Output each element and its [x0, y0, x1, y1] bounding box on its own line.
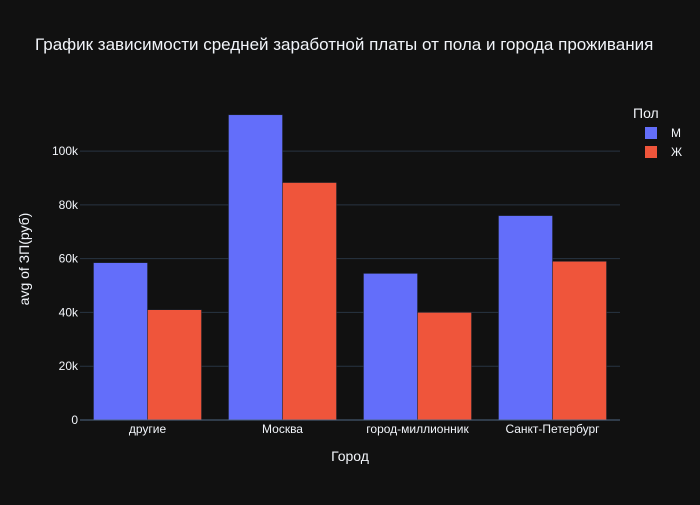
bar[interactable]: [93, 262, 148, 421]
bar[interactable]: [147, 309, 202, 421]
bar[interactable]: [228, 114, 283, 421]
y-tick-label: 40k: [59, 305, 79, 319]
x-tick-label: Санкт-Петербург: [505, 422, 600, 436]
x-axis-ticks: другие Москва город-миллионник Санкт-Петерб…: [129, 422, 600, 436]
legend-item-zh[interactable]: Ж: [645, 145, 682, 159]
y-tick-label: 100k: [52, 144, 79, 158]
y-tick-label: 60k: [59, 252, 79, 266]
bars: [80, 114, 620, 421]
x-axis-title: Город: [331, 448, 369, 464]
legend-label-m: М: [671, 126, 681, 140]
bar[interactable]: [282, 182, 337, 421]
legend-label-zh: Ж: [671, 145, 682, 159]
y-axis-title: avg of ЗП(руб): [16, 213, 32, 306]
legend-title: Пол: [633, 105, 659, 121]
y-tick-label: 0: [71, 413, 78, 427]
x-tick-label: другие: [129, 422, 167, 436]
bar[interactable]: [363, 273, 418, 421]
y-axis-ticks: 0 20k 40k 60k 80k 100k: [52, 144, 79, 427]
legend-swatch-m: [645, 127, 657, 139]
x-tick-label: город-миллионник: [366, 422, 469, 436]
legend: Пол М Ж: [633, 105, 682, 159]
y-tick-label: 80k: [59, 198, 79, 212]
x-tick-label: Москва: [262, 422, 303, 436]
y-tick-label: 20k: [59, 359, 79, 373]
bar[interactable]: [498, 215, 553, 421]
legend-swatch-zh: [645, 146, 657, 158]
bar[interactable]: [417, 312, 472, 421]
bar[interactable]: [552, 261, 607, 421]
legend-item-m[interactable]: М: [645, 126, 681, 140]
chart-title: График зависимости средней заработной пл…: [35, 35, 653, 54]
